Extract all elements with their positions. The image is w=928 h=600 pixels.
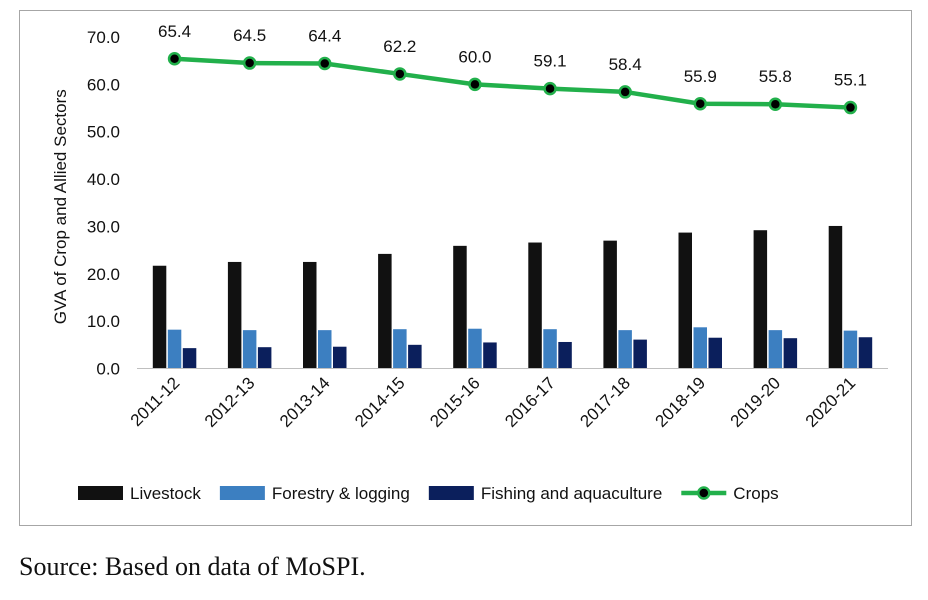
y-tick-label: 60.0: [87, 75, 120, 94]
bar-livestock-2016-17: [528, 242, 542, 369]
x-tick-label: 2013-14: [276, 373, 334, 431]
crops-line-layer: 65.4 64.5 64.4 62.2 60.0 59.1 58.4 55.9 55.8 55.1: [158, 22, 867, 115]
y-axis-title: GVA of Crop and Allied Sectors: [51, 89, 70, 324]
crops-point-2018-19: [693, 97, 707, 111]
bar-forestry-and-logging-2017-18: [618, 330, 632, 369]
crops-data-label-2018-19: 55.9: [684, 67, 717, 86]
bar-fishing-and-aquaculture-2017-18: [633, 339, 647, 369]
x-tick-label: 2019-20: [727, 373, 785, 431]
crops-data-label-2011-12: 65.4: [158, 22, 191, 41]
bar-fishing-and-aquaculture-2015-16: [483, 342, 497, 369]
y-tick-label: 40.0: [87, 170, 120, 189]
crops-data-label-2016-17: 59.1: [534, 52, 567, 71]
bar-fishing-and-aquaculture-2016-17: [558, 341, 572, 369]
x-tick-label: 2015-16: [426, 373, 484, 431]
crops-point-2011-12: [167, 52, 182, 66]
bar-livestock-2017-18: [603, 240, 617, 369]
crops-point-2020-21: [843, 100, 858, 115]
crops-data-label-2019-20: 55.8: [759, 67, 792, 86]
crops-point-2019-20: [768, 97, 783, 111]
bar-livestock-2011-12: [152, 265, 167, 369]
legend-label-forestry-and-logging: Forestry & logging: [272, 484, 410, 503]
bar-livestock-2014-15: [378, 253, 392, 369]
bar-livestock-2019-20: [753, 230, 768, 369]
legend-marker-crops: [697, 486, 711, 500]
axes-layer: 0.0 10.0 20.0 30.0 40.0 50.0 60.0 70.0 2011-12 20…: [51, 28, 888, 431]
x-tick-label: 2012-13: [201, 373, 259, 431]
bar-forestry-and-logging-2013-14: [318, 330, 332, 369]
source-note: Source: Based on data of MoSPI.: [19, 552, 366, 581]
bar-fishing-and-aquaculture-2018-19: [708, 337, 722, 369]
bar-fishing-and-aquaculture-2019-20: [783, 338, 798, 369]
bar-fishing-and-aquaculture-2013-14: [333, 346, 347, 369]
crops-data-label-2013-14: 64.4: [308, 27, 341, 46]
bar-forestry-and-logging-2012-13: [242, 330, 257, 369]
bar-livestock-2015-16: [453, 245, 467, 369]
bar-fishing-and-aquaculture-2011-12: [182, 348, 197, 369]
x-tick-label: 2014-15: [351, 373, 409, 431]
crops-point-2014-15: [393, 67, 407, 81]
bar-livestock-2018-19: [678, 232, 692, 369]
legend-label-crops: Crops: [733, 484, 778, 503]
legend-label-fishing-and-aquaculture: Fishing and aquaculture: [481, 484, 662, 503]
bar-livestock-2013-14: [303, 261, 317, 369]
bar-fishing-and-aquaculture-2012-13: [257, 347, 272, 369]
y-tick-label: 30.0: [87, 217, 120, 236]
bar-livestock-2012-13: [227, 261, 242, 369]
bars-layer: [152, 225, 873, 369]
x-tick-label: 2018-19: [652, 373, 710, 431]
crops-data-label-2017-18: 58.4: [609, 55, 642, 74]
legend: Livestock Forestry & logging Fishing and a…: [78, 484, 779, 503]
legend-swatch-forestry-and-logging: [219, 486, 265, 500]
x-tick-label: 2017-18: [576, 373, 634, 431]
chart: 0.0 10.0 20.0 30.0 40.0 50.0 60.0 70.0 2011-12 20…: [51, 22, 888, 503]
bar-forestry-and-logging-2011-12: [167, 329, 182, 369]
crops-data-label-2012-13: 64.5: [233, 26, 266, 45]
crops-data-label-2014-15: 62.2: [383, 37, 416, 56]
bar-forestry-and-logging-2014-15: [393, 329, 407, 369]
bar-forestry-and-logging-2015-16: [468, 328, 482, 369]
y-tick-label: 50.0: [87, 123, 120, 142]
crops-point-2013-14: [318, 56, 332, 71]
crops-line: [172, 56, 853, 110]
crops-data-label-2015-16: 60.0: [458, 47, 491, 66]
legend-label-livestock: Livestock: [130, 484, 201, 503]
y-tick-label: 20.0: [87, 265, 120, 284]
bar-livestock-2020-21: [828, 225, 843, 369]
bar-forestry-and-logging-2018-19: [693, 327, 707, 369]
x-tick-label: 2016-17: [501, 373, 559, 431]
crops-point-2016-17: [543, 81, 557, 96]
crops-point-2017-18: [618, 85, 632, 99]
legend-swatch-fishing-and-aquaculture: [428, 486, 474, 500]
bar-forestry-and-logging-2019-20: [768, 330, 783, 369]
bar-fishing-and-aquaculture-2014-15: [408, 344, 422, 369]
x-tick-label: 2011-12: [127, 373, 184, 430]
bar-forestry-and-logging-2016-17: [543, 329, 557, 369]
y-tick-label: 0.0: [96, 360, 120, 379]
crops-point-2015-16: [468, 77, 482, 92]
bar-fishing-and-aquaculture-2020-21: [858, 337, 873, 369]
legend-swatch-livestock: [78, 486, 123, 500]
y-tick-label: 70.0: [87, 28, 120, 47]
crops-point-2012-13: [242, 56, 257, 70]
crops-data-label-2020-21: 55.1: [834, 71, 867, 90]
chart-frame: [19, 10, 912, 526]
y-tick-label: 10.0: [87, 312, 120, 331]
x-tick-label: 2020-21: [802, 373, 860, 431]
bar-forestry-and-logging-2020-21: [843, 330, 858, 369]
